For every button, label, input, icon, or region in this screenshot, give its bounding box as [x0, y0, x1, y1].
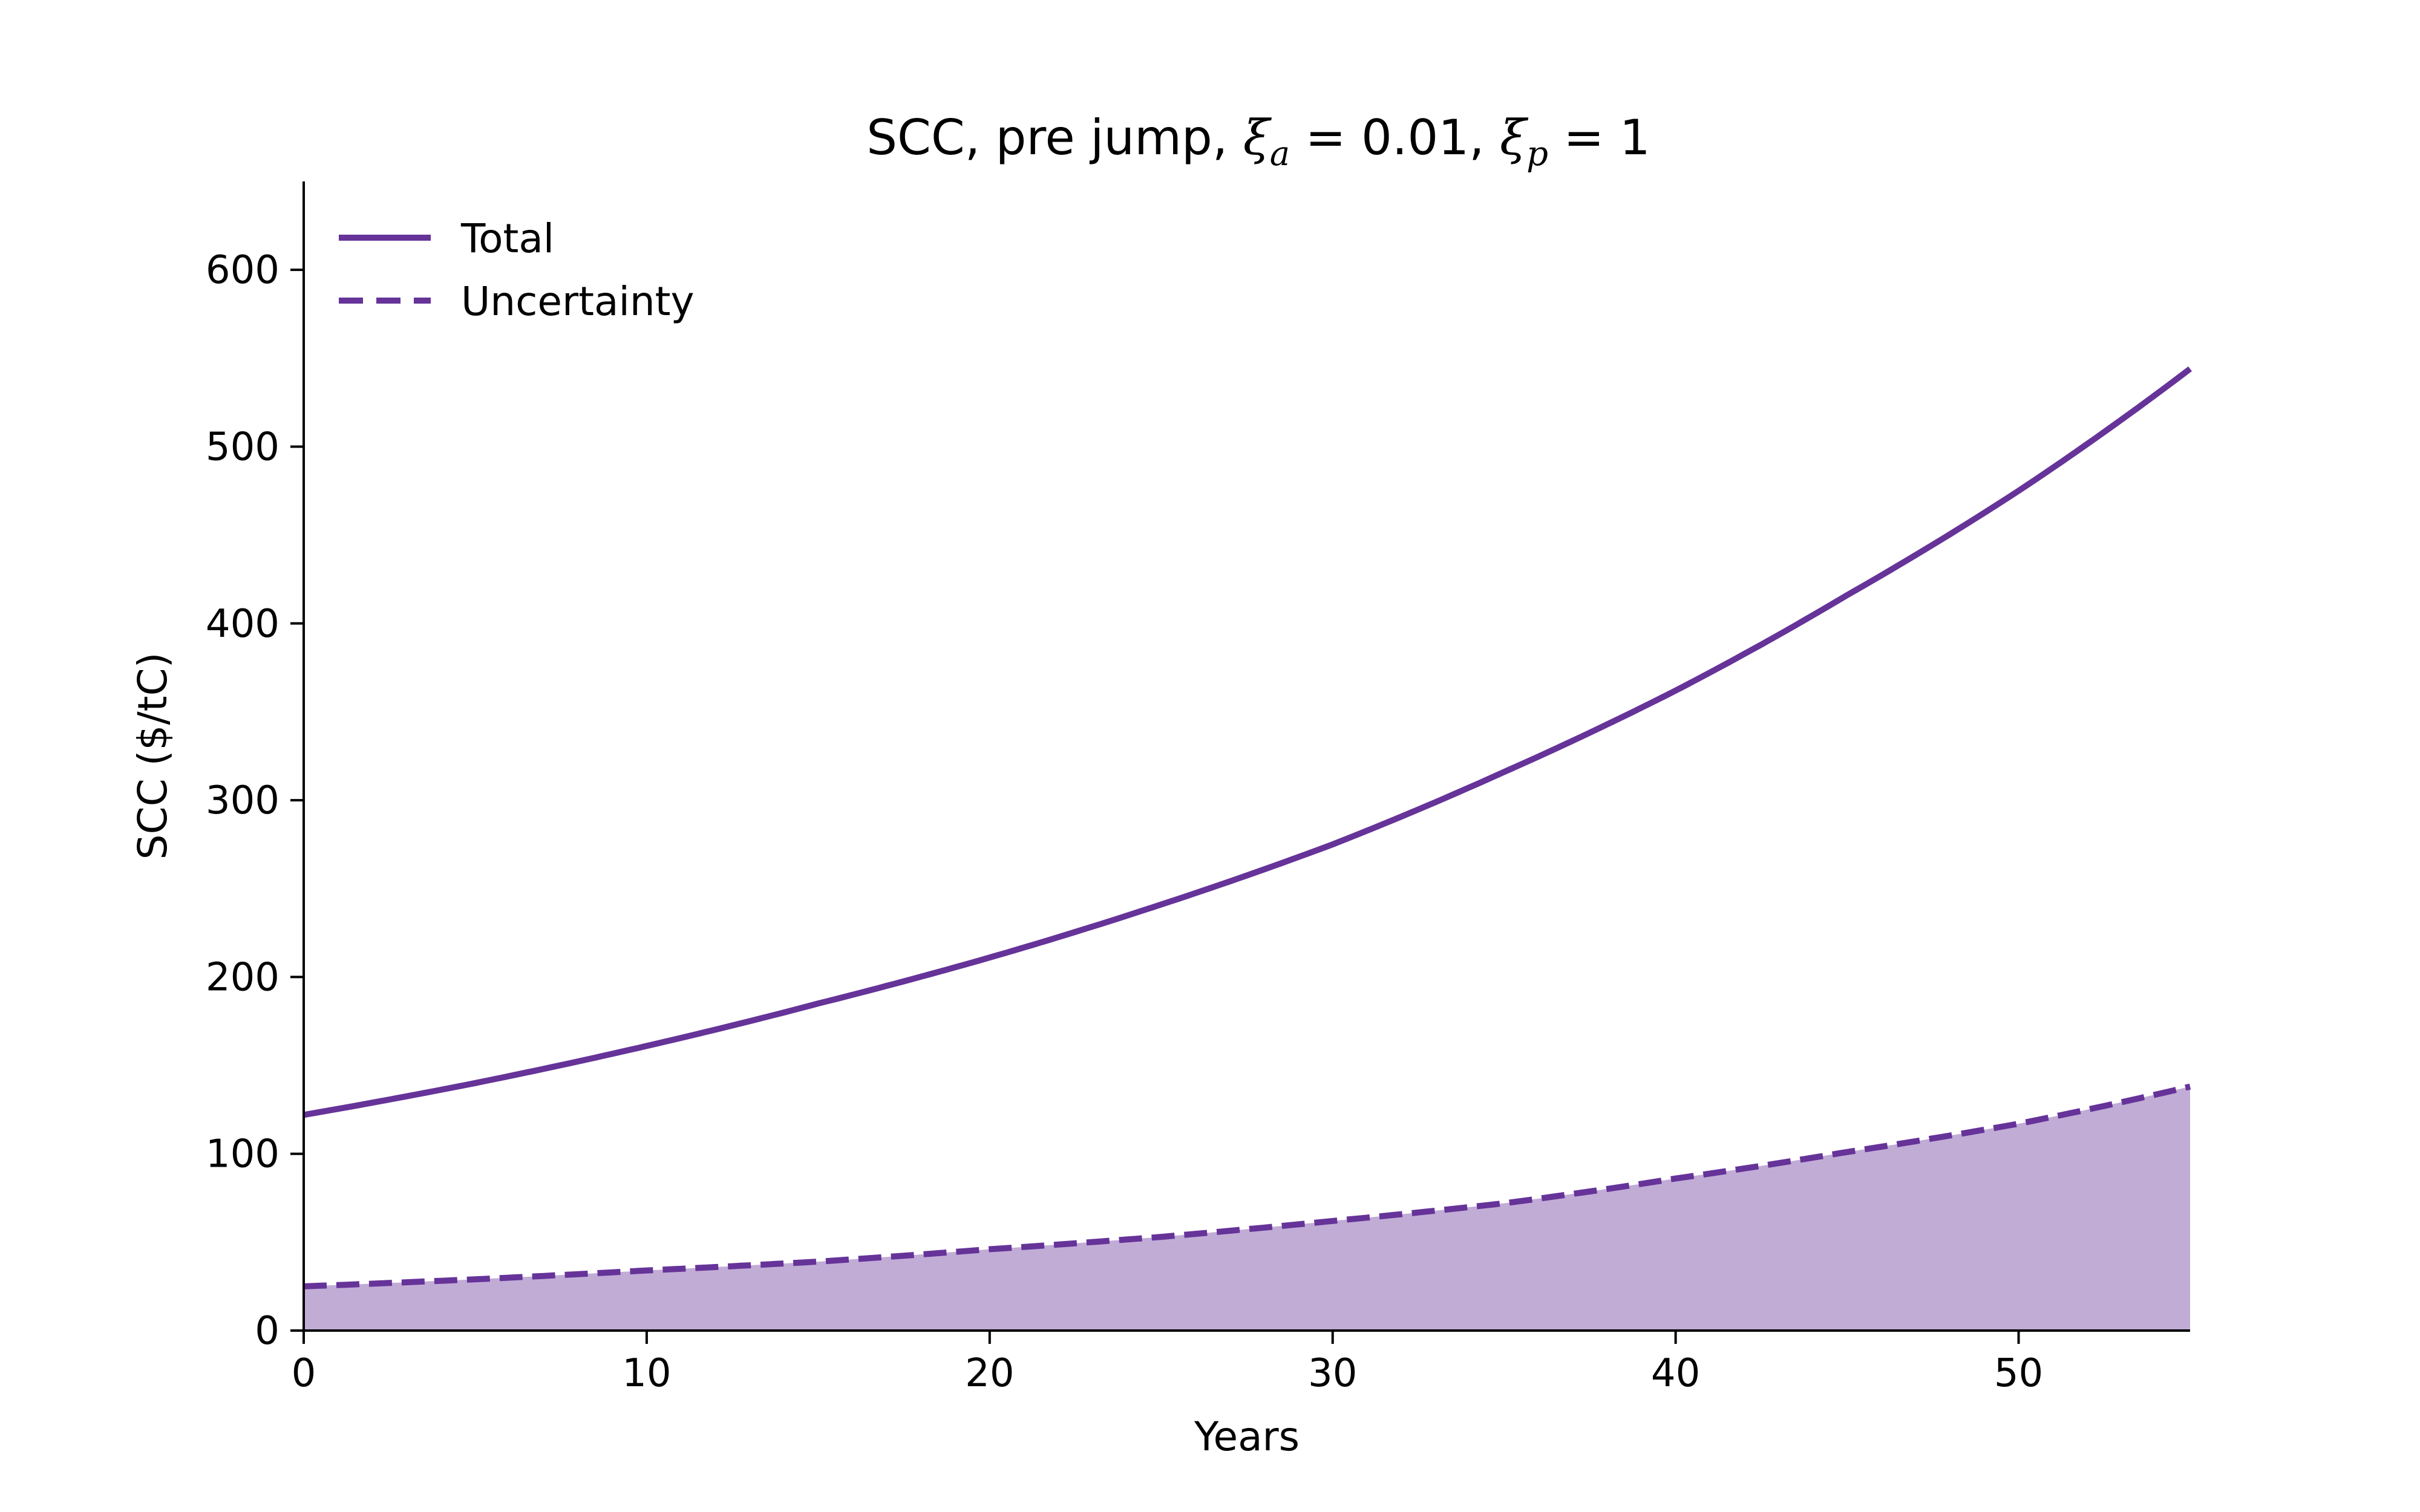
y-tick-label: 300 — [206, 778, 280, 823]
x-tick-label: 10 — [622, 1351, 671, 1396]
legend: Total Uncertainty — [339, 215, 695, 325]
legend-label-uncertainty: Uncertainty — [461, 278, 695, 325]
x-tick-label: 50 — [1994, 1351, 2043, 1396]
series-total-line — [303, 366, 2193, 1118]
uncertainty-fill-layer — [304, 1086, 2190, 1331]
y-ticks: 0 100 200 300 400 500 600 — [206, 248, 304, 1354]
y-tick-label: 200 — [206, 955, 280, 1000]
y-tick-label: 0 — [255, 1309, 280, 1354]
series-uncertainty-line — [303, 1083, 2191, 1289]
y-tick-label: 100 — [206, 1132, 280, 1177]
x-ticks: 0 10 20 30 40 50 — [292, 1331, 2043, 1396]
legend-label-total: Total — [460, 215, 554, 262]
x-tick-label: 40 — [1651, 1351, 1700, 1396]
x-tick-label: 0 — [292, 1351, 316, 1396]
x-tick-label: 30 — [1308, 1351, 1357, 1396]
series-uncertainty-area — [304, 1086, 2190, 1331]
x-axis-label: Years — [1194, 1413, 1300, 1460]
y-axis-label: SCC ($/tC) — [129, 653, 176, 860]
x-tick-label: 20 — [965, 1351, 1014, 1396]
y-tick-label: 500 — [206, 425, 280, 469]
chart-title: SCC, pre jump, ξa = 0.01, ξp = 1 — [866, 109, 1650, 174]
y-tick-label: 600 — [206, 248, 280, 293]
y-tick-label: 400 — [206, 602, 280, 647]
series-lines-layer — [303, 366, 2193, 1289]
